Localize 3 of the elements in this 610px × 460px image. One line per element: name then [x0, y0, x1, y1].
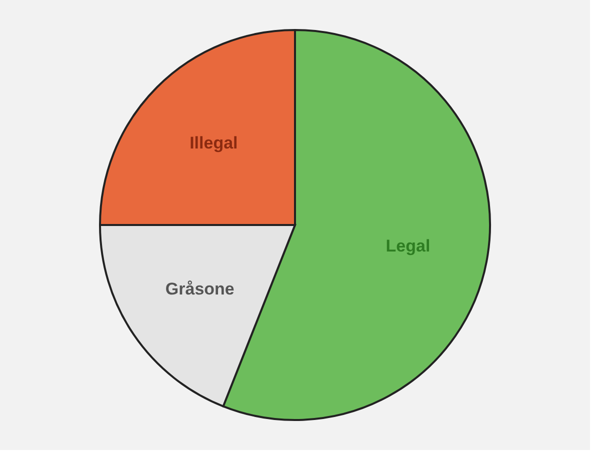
slice-label: Illegal — [190, 134, 238, 153]
slice-label: Gråsone — [165, 280, 234, 299]
slice-label: Legal — [386, 236, 430, 256]
